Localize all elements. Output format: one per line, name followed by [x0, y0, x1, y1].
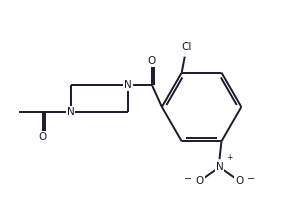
Text: O: O — [39, 132, 47, 142]
Text: O: O — [235, 176, 244, 186]
Text: Cl: Cl — [182, 42, 192, 52]
Text: N: N — [67, 107, 74, 117]
Text: N: N — [215, 162, 223, 172]
Text: O: O — [196, 176, 204, 186]
Text: O: O — [148, 56, 156, 66]
Text: +: + — [226, 153, 233, 162]
Text: −: − — [184, 174, 192, 184]
Text: −: − — [247, 174, 255, 184]
Text: N: N — [124, 80, 132, 90]
